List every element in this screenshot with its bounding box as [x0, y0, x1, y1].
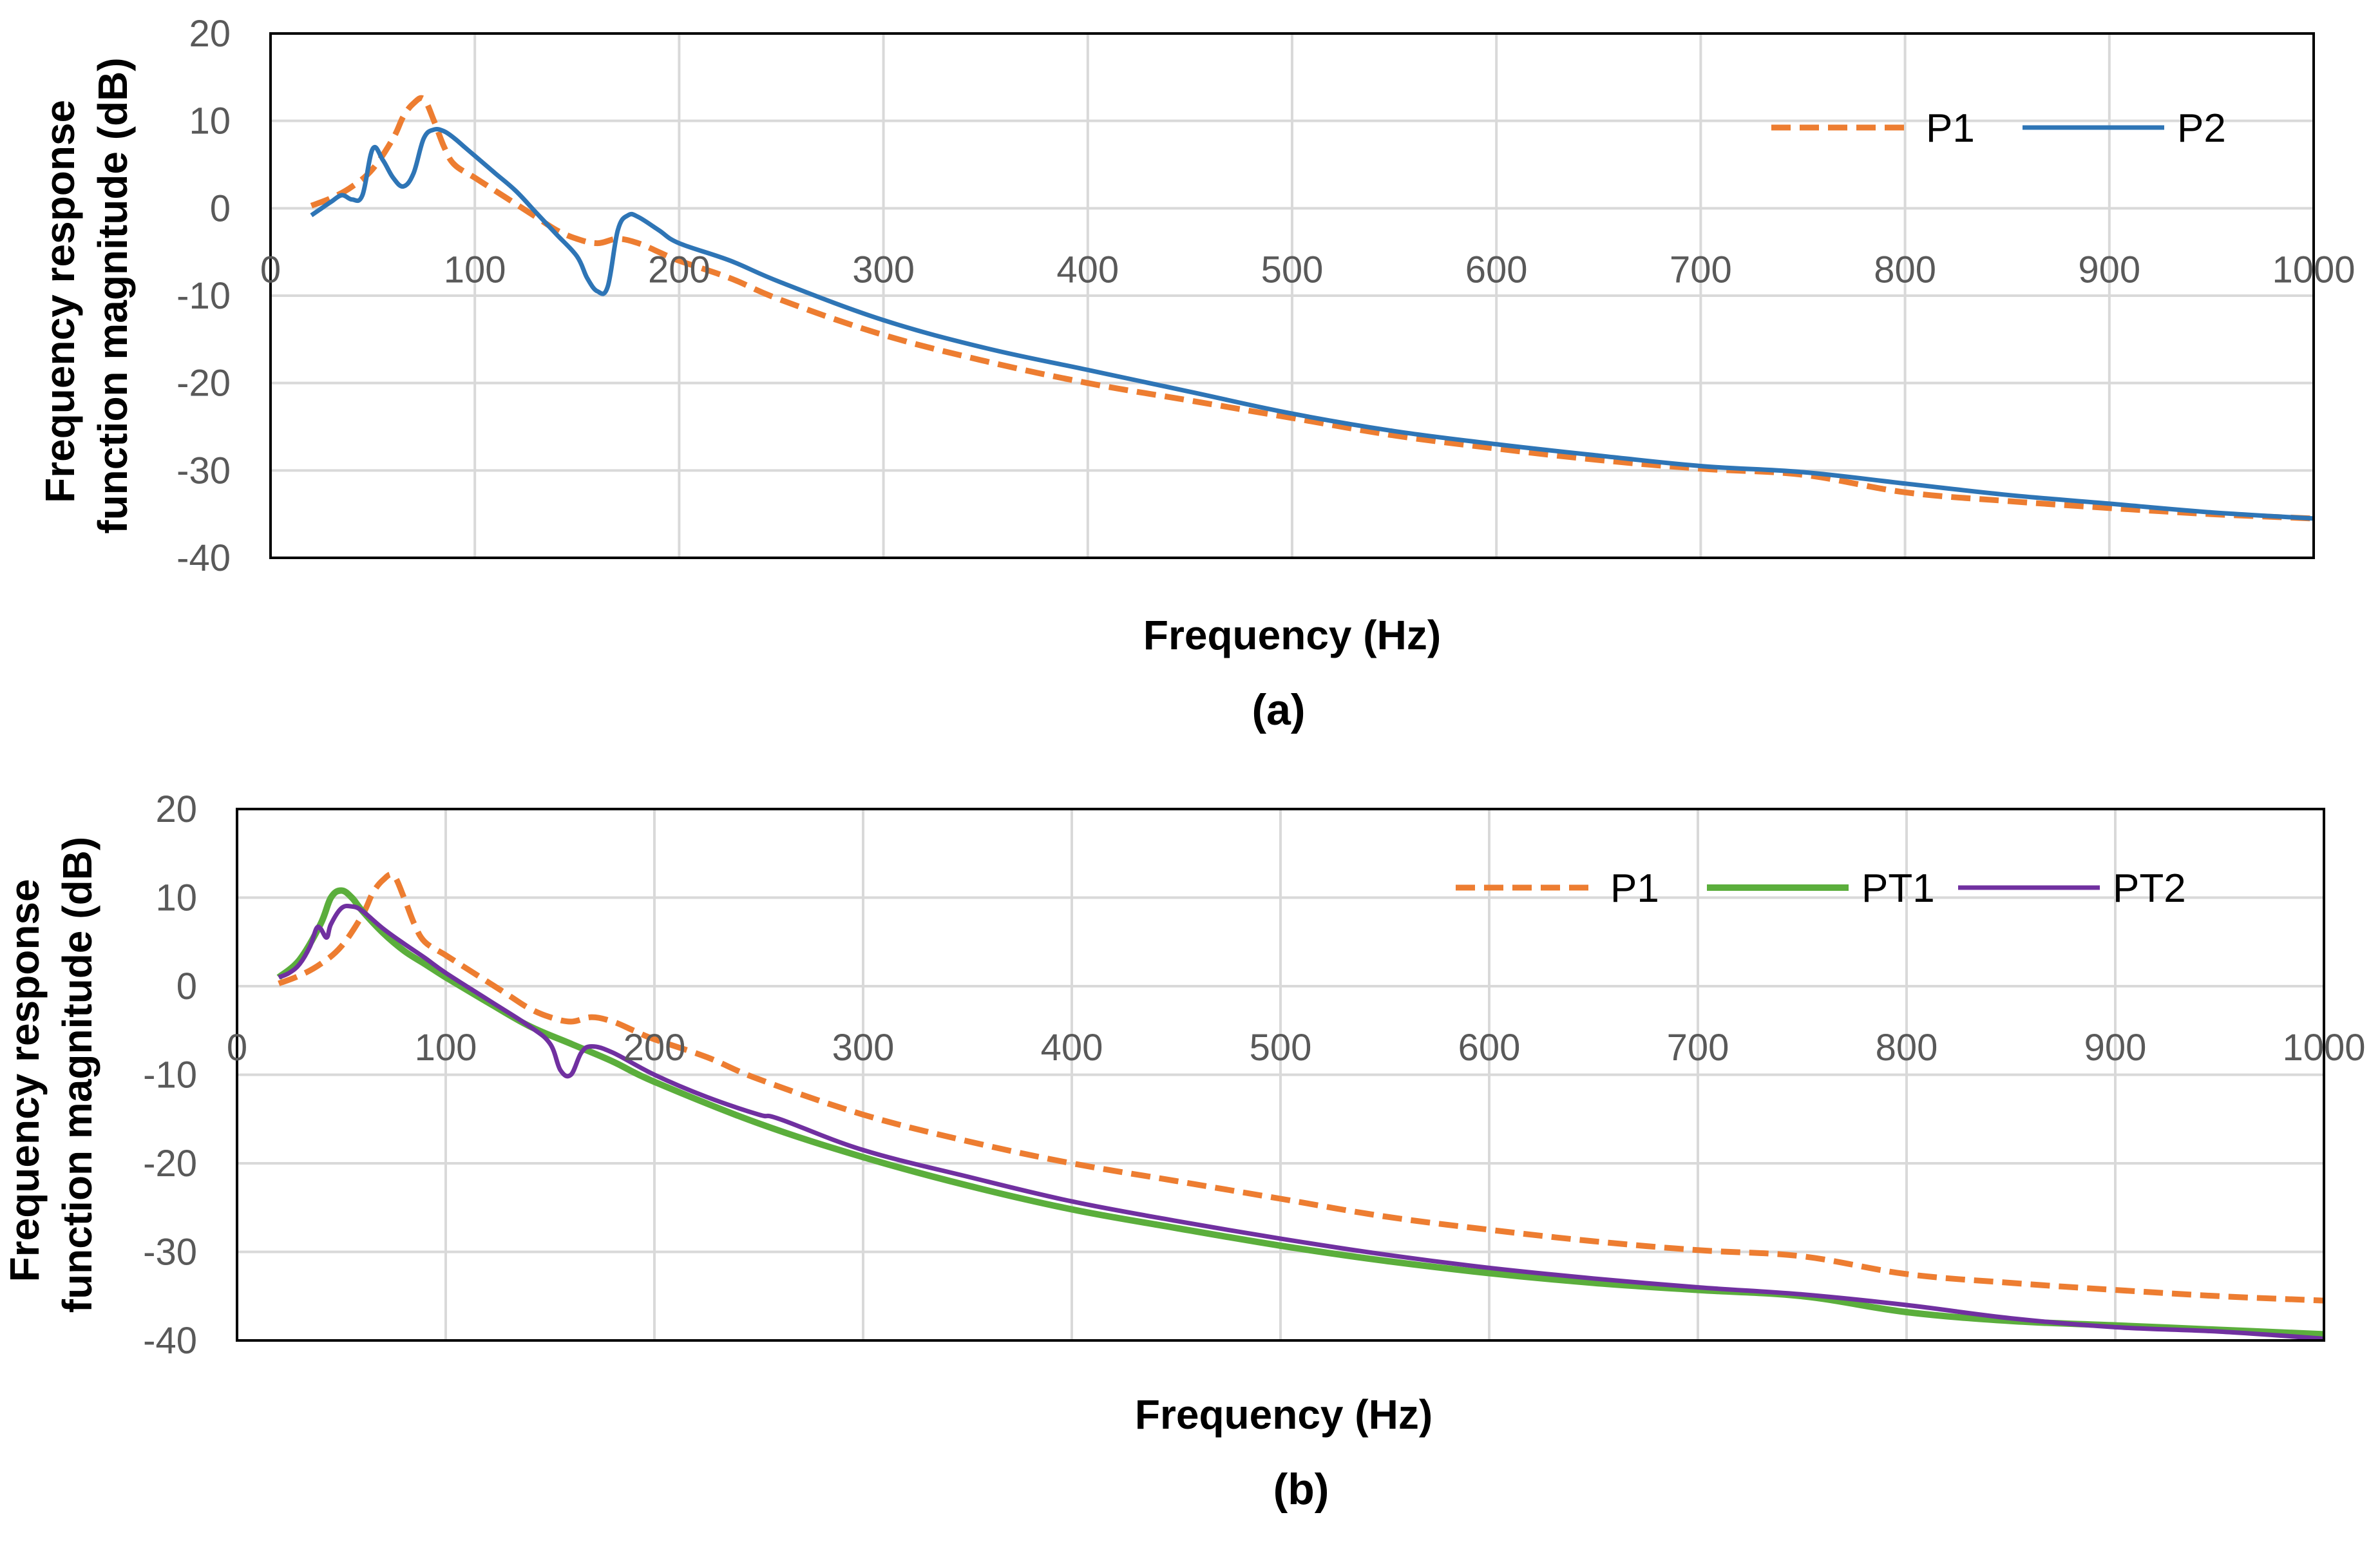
- plot-frame-a: [269, 32, 2315, 559]
- y-tick-label: -20: [176, 363, 231, 405]
- panel-label-a: (a): [1252, 685, 1305, 734]
- ticks-b: 0 100 200 300 400 500 600 700 800 900 100020100-10…: [143, 788, 2365, 1362]
- x-tick-label: 300: [852, 249, 915, 291]
- x-tick-label: 1000: [2272, 249, 2355, 291]
- y-axis-title-b: Frequency response function magnitude (d…: [1, 837, 100, 1313]
- y-axis-title-a-line1: Frequency response: [37, 100, 83, 503]
- x-tick-label: 1000: [2282, 1027, 2365, 1069]
- x-tick-label: 400: [1041, 1027, 1103, 1069]
- y-tick-label: -10: [143, 1054, 197, 1096]
- series-a: [310, 95, 2314, 522]
- legend-label-p1: P1: [1610, 866, 1659, 911]
- legend-label-p1: P1: [1926, 106, 1975, 151]
- y-tick-label: -20: [143, 1143, 197, 1185]
- legend-b: P1 PT1 PT2: [1456, 866, 2186, 911]
- y-tick-label: -30: [143, 1232, 197, 1273]
- chart-panel-a: 0 100 200 300 400 500 600 700 800 900 100020100-10…: [37, 13, 2356, 734]
- y-tick-label: 20: [155, 788, 197, 830]
- y-tick-label: -40: [176, 537, 231, 579]
- x-tick-label: 500: [1261, 249, 1324, 291]
- legend-label-p2: P2: [2177, 106, 2226, 151]
- x-tick-label: 0: [260, 249, 281, 291]
- x-tick-label: 900: [2078, 249, 2140, 291]
- legend-label-pt1: PT1: [1861, 866, 1935, 911]
- x-tick-label: 600: [1465, 249, 1528, 291]
- x-tick-label: 600: [1458, 1027, 1521, 1069]
- x-axis-title-b: Frequency (Hz): [1135, 1391, 1433, 1438]
- series-line-pt1: [276, 887, 2325, 1338]
- y-tick-label: 10: [155, 877, 197, 919]
- x-tick-label: 700: [1667, 1027, 1729, 1069]
- chart-panel-b: 0 100 200 300 400 500 600 700 800 900 100020100-10…: [1, 788, 2366, 1514]
- y-axis-title-a: Frequency response function magnitude (d…: [37, 57, 136, 533]
- y-tick-label: -40: [143, 1320, 197, 1362]
- y-tick-label: 0: [210, 187, 231, 229]
- grid-b: [237, 809, 2324, 1340]
- x-tick-label: 200: [624, 1027, 686, 1069]
- y-tick-label: 20: [189, 13, 231, 55]
- x-tick-label: 100: [415, 1027, 477, 1069]
- y-axis-title-b-line1: Frequency response: [1, 879, 48, 1282]
- x-tick-label: 0: [227, 1027, 247, 1069]
- ticks-a: 0 100 200 300 400 500 600 700 800 900 100020100-10…: [176, 13, 2355, 579]
- y-tick-label: -30: [176, 450, 231, 491]
- legend-label-pt2: PT2: [2113, 866, 2186, 911]
- x-axis-title-a: Frequency (Hz): [1143, 612, 1441, 658]
- y-axis-title-a-line2: function magnitude (dB): [90, 57, 136, 533]
- y-tick-label: -10: [176, 275, 231, 317]
- y-tick-label: 10: [189, 100, 231, 142]
- series-line-pt2: [278, 903, 2325, 1341]
- series-line-p1: [310, 95, 2314, 522]
- series-line-p2: [310, 126, 2314, 521]
- x-tick-label: 300: [832, 1027, 895, 1069]
- y-axis-title-b-line2: function magnitude (dB): [54, 837, 100, 1313]
- panel-label-b: (b): [1273, 1465, 1329, 1514]
- y-tick-label: 0: [176, 966, 197, 1007]
- plot-frame-b: [236, 808, 2325, 1342]
- x-tick-label: 100: [444, 249, 506, 291]
- x-tick-label: 700: [1670, 249, 1732, 291]
- legend-a: P1 P2: [1771, 106, 2226, 151]
- x-tick-label: 400: [1056, 249, 1119, 291]
- x-tick-label: 200: [648, 249, 710, 291]
- x-tick-label: 500: [1250, 1027, 1312, 1069]
- series-b: [276, 871, 2325, 1341]
- x-tick-label: 800: [1876, 1027, 1938, 1069]
- x-tick-label: 800: [1874, 249, 1936, 291]
- x-tick-label: 900: [2084, 1027, 2147, 1069]
- series-line-p1: [278, 871, 2325, 1304]
- grid-a: [271, 33, 2314, 558]
